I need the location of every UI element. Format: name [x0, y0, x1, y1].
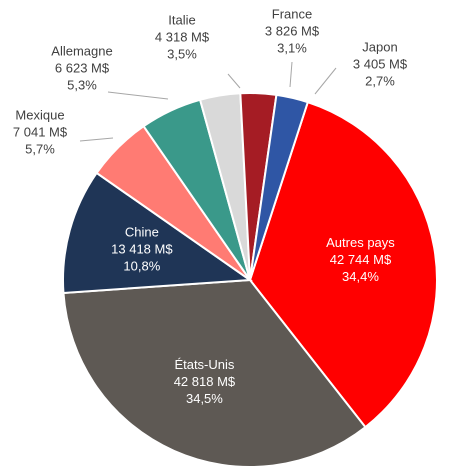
pie [62, 92, 438, 468]
leader-line [289, 61, 293, 88]
slice-percent-label: 3,1% [277, 40, 307, 55]
leader-line [107, 91, 169, 100]
leader-line [227, 73, 241, 89]
slice-percent-label: 5,3% [67, 77, 97, 92]
leader-line [79, 137, 114, 142]
slice-label: France [272, 6, 312, 21]
slice-label: Mexique [15, 107, 64, 122]
slice-percent-label: 10,8% [123, 259, 160, 274]
slice-value-label: 7 041 M$ [13, 124, 68, 139]
slice-percent-label: 5,7% [25, 141, 55, 156]
slice-percent-label: 34,5% [186, 391, 223, 406]
leader-line [314, 67, 337, 95]
slice-label: Japon [362, 39, 397, 54]
slice-label: Autres pays [326, 235, 395, 250]
slice-value-label: 42 744 M$ [330, 252, 392, 267]
labels: Autres pays 42 744 M$ 34,4% États-Unis 42 81… [13, 6, 408, 406]
slice-label: États-Unis [174, 357, 234, 372]
slice-label: Allemagne [51, 43, 112, 58]
pie-slice [248, 100, 438, 429]
slice-value-label: 3 826 M$ [265, 23, 320, 38]
slice-value-label: 6 623 M$ [55, 60, 110, 75]
slice-value-label: 4 318 M$ [155, 29, 210, 44]
slice-percent-label: 34,4% [342, 269, 379, 284]
pie-slice [62, 171, 253, 295]
pie-slice [62, 278, 367, 468]
pie-slice [249, 93, 310, 281]
slice-percent-label: 3,5% [167, 46, 197, 61]
slice-label: Italie [168, 12, 195, 27]
slice-percent-label: 2,7% [365, 73, 395, 88]
slice-label: Chine [125, 225, 159, 240]
slice-value-label: 42 818 M$ [174, 374, 236, 389]
slice-value-label: 3 405 M$ [353, 56, 408, 71]
slice-value-label: 13 418 M$ [111, 242, 173, 257]
